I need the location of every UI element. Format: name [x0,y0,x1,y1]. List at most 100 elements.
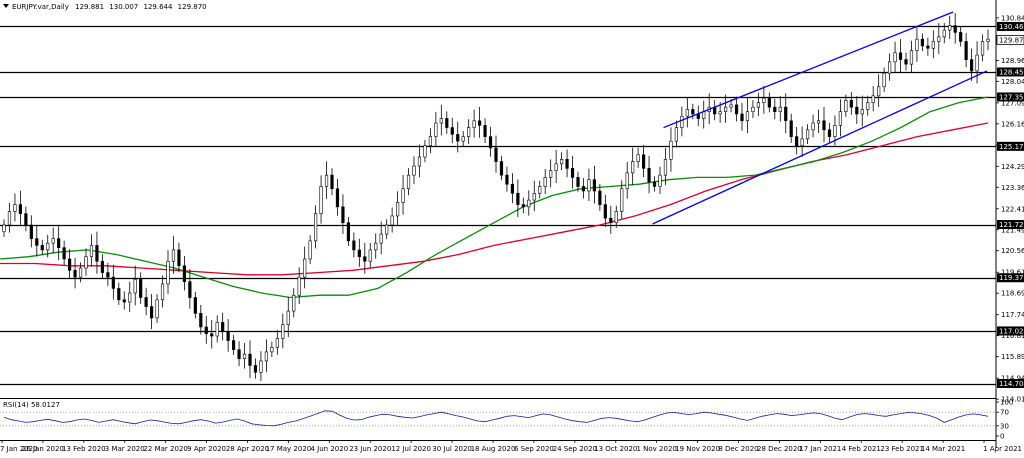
candle-body-21 [117,288,121,301]
candle-body-70 [385,224,389,235]
time-tick-label-4: 22 Mar 2020 [143,445,187,453]
candle-body-29 [160,283,165,301]
level-label-6: 117.024 [999,327,1024,335]
candle-body-98 [538,186,542,194]
candle-body-86 [472,120,476,128]
price-tick-label-0: 130.840 [1001,14,1024,22]
time-tick-label-14: 24 Sep 2020 [553,445,597,453]
candle-body-108 [592,179,596,192]
candle-body-112 [614,211,618,224]
candle-body-100 [549,170,553,178]
level-label-box-4 [997,220,1024,230]
candle-body-149 [816,120,821,124]
candle-body-84 [461,136,465,142]
candle-body-4 [24,213,28,226]
candle-body-56 [308,240,312,260]
candles [2,13,990,382]
candle-body-164 [898,52,903,60]
rsi-line [3,410,989,427]
price-tick-label-15: 116.815 [1001,332,1024,340]
candle-body-77 [423,145,427,158]
candle-body-12 [68,258,72,271]
candle-body-144 [789,120,793,137]
candle-body-173 [948,25,952,31]
level-label-box-1 [997,67,1024,77]
candle-body-3 [18,204,23,214]
candle-body-53 [292,294,296,312]
candle-body-71 [390,215,394,226]
chart-header: EURJPY.var,Daily 129.881 130.007 129.644… [3,3,207,11]
candle-body-22 [122,299,126,303]
candle-body-38 [210,333,214,337]
candle-body-141 [773,106,777,113]
candle-body-131 [718,111,722,115]
candle-body-83 [456,134,460,142]
candle-body-67 [368,249,372,262]
candle-body-33 [182,265,187,282]
price-tick-label-11: 120.565 [1001,247,1024,255]
candle-body-47 [259,360,263,373]
candle-body-72 [395,202,400,217]
candle-body-122 [669,140,673,160]
candle-body-0 [2,224,6,233]
candle-body-161 [882,72,886,88]
sma-green-line [0,96,989,299]
candle-body-40 [221,322,225,332]
candle-body-126 [691,109,695,115]
time-tick-label-19: 28 Dec 2020 [757,445,802,453]
candle-body-107 [587,179,591,192]
candle-body-16 [89,245,94,258]
price-tick-label-14: 117.740 [1001,311,1024,319]
candle-body-52 [286,310,290,325]
price-tick-label-4: 127.090 [1001,99,1024,107]
candle-body-60 [330,174,334,190]
candle-body-99 [543,177,547,187]
candle-body-114 [625,172,629,190]
ohlc-high: 130.007 [109,3,138,11]
time-tick-label-11: 30 Jul 2020 [432,445,472,453]
time-tick-label-16: 1 Nov 2020 [636,445,676,453]
candle-body-111 [609,217,613,224]
price-tick-label-13: 118.690 [1001,290,1024,298]
candle-body-138 [756,102,760,108]
chart-title: EURJPY.var,Daily 129.881 130.007 129.644… [12,3,207,11]
caret-down-icon[interactable] [3,4,9,8]
rsi-label: RSI(14) 58.0127 [3,401,60,409]
price-tick-label-9: 122.415 [1001,205,1024,213]
candle-body-7 [40,245,44,251]
candle-body-142 [778,106,782,113]
level-label-box-6 [997,326,1024,336]
time-tick-label-23: 14 Mar 2021 [921,445,965,453]
candle-body-20 [111,276,115,289]
candle-body-146 [800,138,804,146]
candle-body-166 [909,50,914,65]
time-tick-label-20: 17 Jan 2021 [799,445,841,453]
horizontal-levels [0,25,996,386]
candle-body-128 [702,111,706,119]
candle-body-153 [838,111,842,126]
candle-body-165 [904,59,908,65]
candle-body-123 [674,127,678,142]
candle-body-89 [488,136,493,149]
candle-body-25 [139,279,143,298]
candle-body-82 [450,127,454,135]
candle-body-62 [341,206,345,224]
trend-channel [652,11,988,225]
candle-body-23 [128,292,132,303]
candle-body-6 [35,238,39,246]
candle-body-94 [516,192,520,205]
candle-body-80 [439,118,443,124]
current-price-box [996,34,1024,45]
candle-body-104 [570,168,575,178]
candle-body-85 [467,127,471,137]
time-tick-label-2: 13 Feb 2020 [62,445,106,453]
candle-body-121 [663,158,668,176]
candle-body-125 [685,109,689,117]
candle-body-64 [352,240,356,251]
rsi-tick-label-70: 70 [1000,409,1009,417]
candle-body-1 [7,211,12,226]
candle-body-101 [554,163,558,171]
channel-lower-line [652,70,988,225]
candle-body-51 [281,324,285,339]
